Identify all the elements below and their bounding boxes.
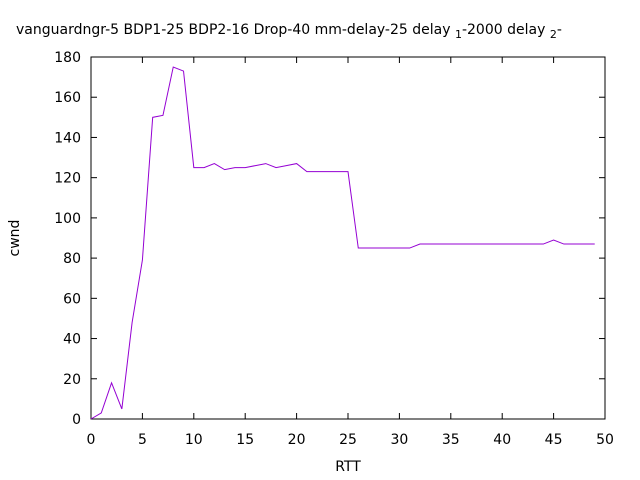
x-tick-label: 10: [185, 432, 203, 448]
y-tick-label: 160: [54, 90, 81, 106]
x-tick-label: 45: [545, 432, 563, 448]
y-axis-label: cwnd: [7, 220, 23, 257]
y-tick-label: 60: [63, 291, 81, 307]
x-axis-label: RTT: [335, 459, 361, 475]
x-tick-label: 40: [493, 432, 511, 448]
x-tick-label: 25: [339, 432, 357, 448]
x-tick-label: 15: [236, 432, 254, 448]
y-tick-label: 100: [54, 211, 81, 227]
x-tick-label: 0: [87, 432, 96, 448]
y-axis-ticks: 0 20 40 60 80 100 120 140 160 180: [54, 50, 605, 428]
cwnd-series-line: [90, 66, 595, 420]
x-tick-label: 50: [596, 432, 614, 448]
y-tick-label: 120: [54, 171, 81, 187]
x-axis-ticks: 0 5 10 15 20 25 30 35 40 45 50: [87, 57, 614, 448]
y-tick-label: 20: [63, 372, 81, 388]
y-tick-label: 140: [54, 130, 81, 146]
chart-title: vanguardngr-5 BDP1-25 BDP2-16 Drop-40 mm…: [16, 22, 562, 41]
x-tick-label: 20: [288, 432, 306, 448]
y-tick-label: 180: [54, 50, 81, 66]
x-tick-label: 35: [442, 432, 460, 448]
series-layer: [90, 66, 595, 420]
y-tick-label: 0: [72, 412, 81, 428]
x-tick-label: 5: [138, 432, 147, 448]
y-tick-label: 40: [63, 332, 81, 348]
plot-frame: [90, 56, 606, 420]
y-tick-label: 80: [63, 251, 81, 267]
x-tick-label: 30: [390, 432, 408, 448]
